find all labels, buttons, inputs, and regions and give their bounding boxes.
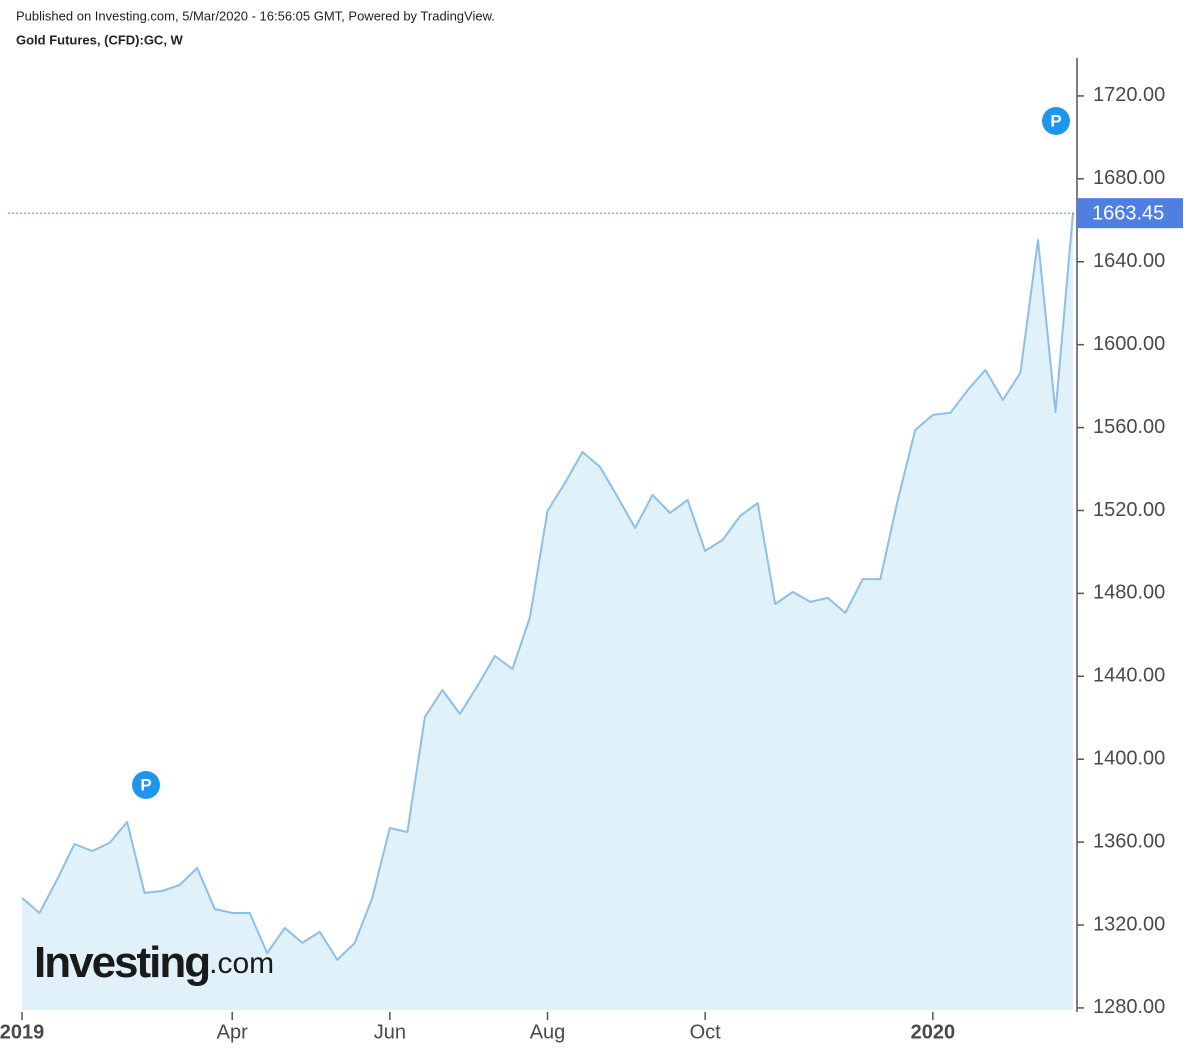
x-tick-label: Aug <box>530 1021 566 1043</box>
x-tick-label: Jun <box>374 1021 406 1043</box>
last-price-box <box>1077 198 1183 229</box>
y-tick-label: 1640.00 <box>1093 250 1165 272</box>
y-tick-label: 1440.00 <box>1093 665 1165 687</box>
annotation-marker <box>132 771 160 799</box>
watermark: Investing.com <box>34 938 274 987</box>
instrument-title: Gold Futures, (CFD):GC, W <box>16 32 184 47</box>
x-tick-label: Oct <box>690 1021 722 1043</box>
annotation-text: P <box>1050 111 1061 130</box>
last-price-label: 1663.45 <box>1092 202 1164 224</box>
watermark-suffix: .com <box>209 947 274 980</box>
y-tick-label: 1560.00 <box>1093 416 1165 438</box>
published-note: Published on Investing.com, 5/Mar/2020 -… <box>16 8 495 23</box>
y-tick-label: 1600.00 <box>1093 333 1165 355</box>
y-tick-label: 1520.00 <box>1093 499 1165 521</box>
watermark-main: Investing <box>34 938 209 987</box>
price-line <box>21 213 1074 961</box>
annotation-text: P <box>140 775 151 794</box>
y-tick-label: 1400.00 <box>1093 747 1165 769</box>
x-tick-label: 2019 <box>0 1021 44 1043</box>
x-tick-label: 2020 <box>911 1021 956 1043</box>
y-tick-label: 1280.00 <box>1093 996 1165 1018</box>
annotation-marker <box>1042 107 1070 135</box>
y-tick-label: 1320.00 <box>1093 913 1165 935</box>
y-tick-label: 1720.00 <box>1093 84 1165 106</box>
x-tick-label: Apr <box>217 1021 248 1043</box>
y-tick-label: 1680.00 <box>1093 167 1165 189</box>
y-tick-label: 1360.00 <box>1093 830 1165 852</box>
area-fill <box>22 213 1073 1011</box>
y-tick-label: 1480.00 <box>1093 582 1165 604</box>
